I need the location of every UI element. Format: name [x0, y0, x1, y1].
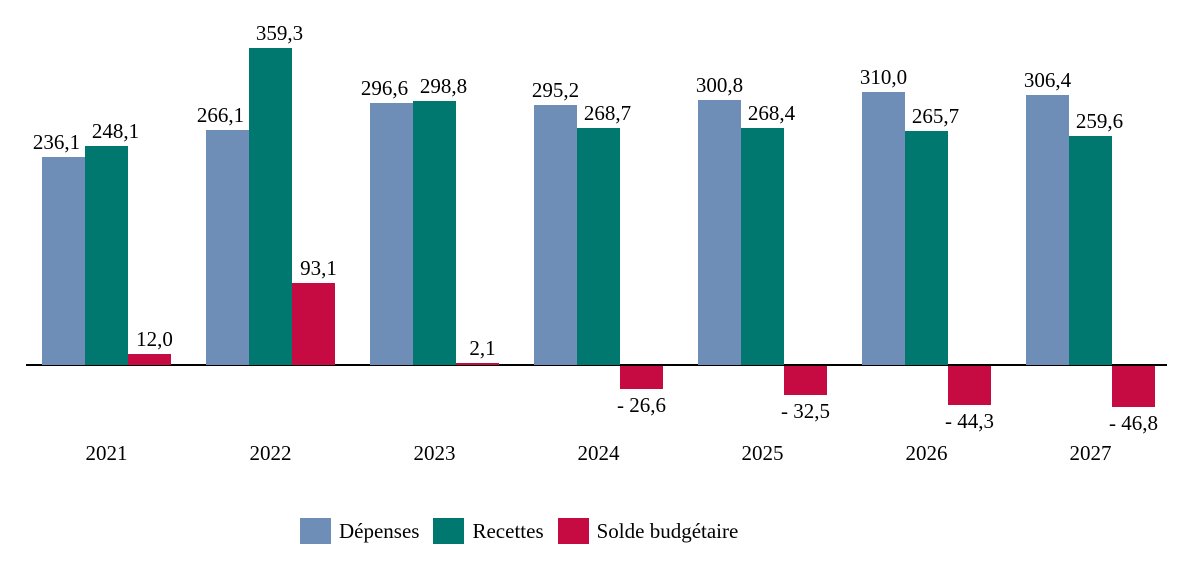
- bar-recettes-2027: [1069, 136, 1112, 365]
- legend-swatch-recettes: [433, 518, 465, 544]
- value-label-recettes-2023: 298,8: [419, 74, 468, 99]
- legend-item-solde-budgetaire: Solde budgétaire: [557, 518, 739, 544]
- bar-depenses-2024: [534, 104, 577, 365]
- value-label-solde-2025: - 32,5: [781, 398, 830, 423]
- bar-depenses-2025: [698, 99, 741, 365]
- legend-label-recettes: Recettes: [472, 519, 544, 543]
- bar-solde-2026: [948, 366, 991, 406]
- legend-item-recettes: Recettes: [433, 518, 544, 544]
- x-tick-label-2027: 2027: [1069, 441, 1112, 465]
- legend-label-depenses: Dépenses: [339, 519, 420, 543]
- bar-recettes-2022: [249, 48, 292, 365]
- bar-solde-2025: [784, 366, 827, 395]
- bar-solde-2023: [456, 363, 499, 365]
- bar-depenses-2027: [1026, 94, 1069, 365]
- value-label-depenses-2023: 296,6: [360, 76, 409, 101]
- value-label-solde-2027: - 46,8: [1109, 411, 1158, 436]
- value-label-recettes-2026: 265,7: [911, 103, 960, 128]
- value-label-depenses-2024: 295,2: [531, 77, 580, 102]
- legend-swatch-solde-budgetaire: [557, 518, 589, 544]
- x-tick-label-2025: 2025: [741, 441, 784, 465]
- x-tick-label-2026: 2026: [905, 441, 948, 465]
- value-label-recettes-2022: 359,3: [255, 21, 304, 46]
- value-label-depenses-2025: 300,8: [695, 72, 744, 97]
- legend: Dépenses Recettes Solde budgétaire: [300, 516, 738, 546]
- legend-label-solde-budgetaire: Solde budgétaire: [596, 519, 739, 543]
- value-label-depenses-2027: 306,4: [1023, 67, 1072, 92]
- value-label-solde-2022: 93,1: [300, 255, 337, 280]
- value-label-solde-2024: - 26,6: [617, 393, 666, 418]
- bar-solde-2027: [1112, 366, 1155, 408]
- bar-recettes-2026: [905, 130, 948, 365]
- x-tick-label-2022: 2022: [249, 441, 292, 465]
- bar-solde-2021: [128, 354, 171, 365]
- legend-swatch-depenses: [300, 518, 331, 544]
- bar-depenses-2022: [206, 130, 249, 365]
- value-label-recettes-2025: 268,4: [747, 101, 796, 126]
- bar-recettes-2021: [85, 146, 128, 365]
- value-label-depenses-2026: 310,0: [859, 64, 908, 89]
- value-label-recettes-2021: 248,1: [91, 119, 140, 144]
- value-label-solde-2023: 2,1: [469, 336, 496, 361]
- value-label-recettes-2027: 259,6: [1075, 109, 1124, 134]
- x-tick-label-2023: 2023: [413, 441, 456, 465]
- bar-recettes-2023: [413, 101, 456, 365]
- bar-depenses-2026: [862, 91, 905, 365]
- x-tick-label-2024: 2024: [577, 441, 620, 465]
- bar-depenses-2021: [42, 156, 85, 365]
- value-label-depenses-2022: 266,1: [196, 103, 245, 128]
- legend-item-depenses: Dépenses: [300, 518, 419, 544]
- bar-recettes-2025: [741, 128, 784, 365]
- x-axis-line: [26, 364, 1167, 366]
- value-label-solde-2021: 12,0: [136, 327, 173, 352]
- x-tick-label-2021: 2021: [85, 441, 128, 465]
- value-label-solde-2026: - 44,3: [945, 409, 994, 434]
- bar-depenses-2023: [370, 103, 413, 365]
- bar-recettes-2024: [577, 128, 620, 365]
- bar-solde-2022: [292, 282, 335, 365]
- value-label-recettes-2024: 268,7: [583, 101, 632, 125]
- value-label-depenses-2021: 236,1: [32, 129, 81, 154]
- bar-solde-2024: [620, 366, 663, 390]
